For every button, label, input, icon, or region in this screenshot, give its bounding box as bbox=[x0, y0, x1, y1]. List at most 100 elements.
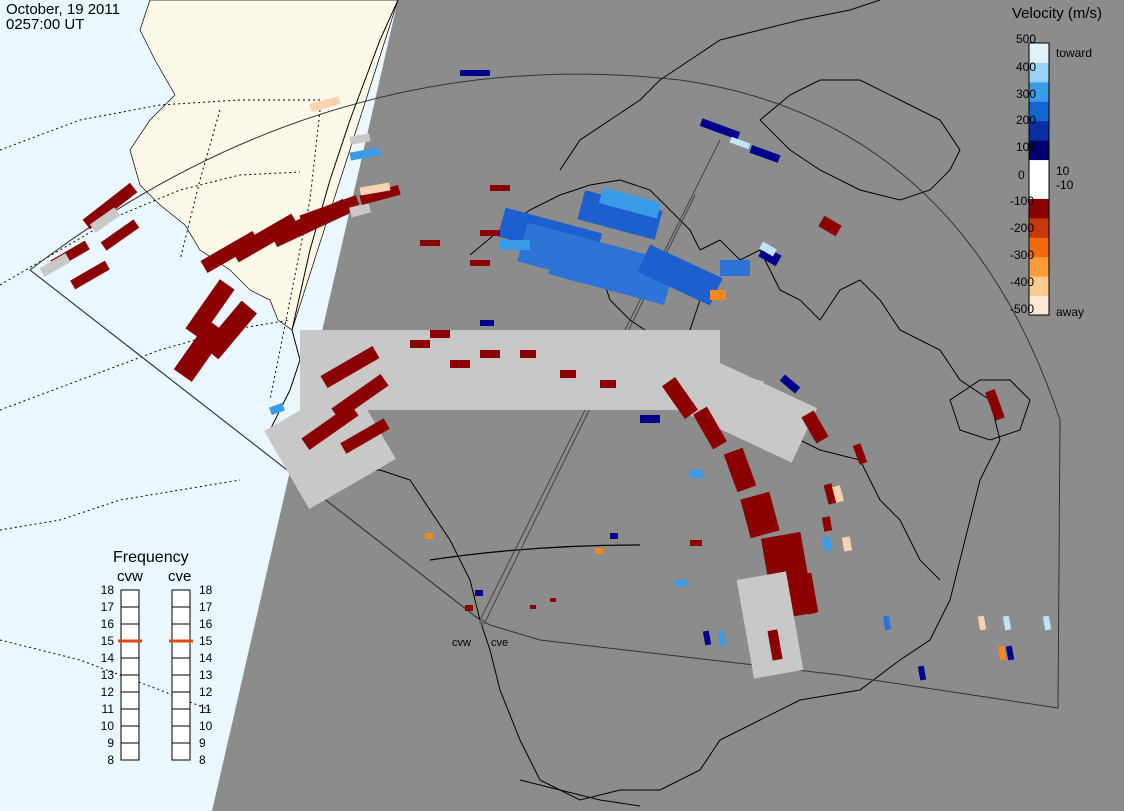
frequency-scale-label-left: 15 bbox=[100, 634, 114, 648]
coastline bbox=[559, 0, 881, 171]
colorbar-segment bbox=[1029, 43, 1049, 63]
frequency-scale-label-right: 9 bbox=[199, 736, 206, 750]
range-cell bbox=[475, 590, 483, 596]
range-cell bbox=[740, 491, 780, 539]
colorbar-segment bbox=[1029, 295, 1049, 316]
range-cell bbox=[852, 443, 868, 465]
graticule-line bbox=[0, 479, 241, 531]
range-cell bbox=[359, 182, 391, 196]
frequency-cell bbox=[171, 691, 191, 710]
range-cell bbox=[1005, 645, 1015, 661]
frequency-scale-label-left: 8 bbox=[107, 753, 114, 767]
range-cell bbox=[595, 548, 603, 554]
range-cell bbox=[70, 260, 110, 290]
range-cell bbox=[675, 580, 687, 586]
colorbar-segment bbox=[1029, 62, 1049, 83]
range-cell bbox=[693, 406, 727, 450]
range-cell bbox=[917, 665, 927, 681]
range-cell bbox=[821, 516, 833, 532]
graticule-line bbox=[0, 319, 291, 411]
frequency-scale-label-right: 10 bbox=[199, 719, 213, 733]
range-cell bbox=[818, 215, 842, 237]
frequency-scale-label-left: 13 bbox=[100, 668, 114, 682]
colorbar-tick-label: 200 bbox=[1016, 113, 1037, 127]
colorbar-tick-label: 10 bbox=[1056, 164, 1070, 178]
range-cell bbox=[548, 244, 672, 306]
frequency-cell bbox=[120, 589, 140, 608]
range-cell bbox=[530, 605, 536, 609]
frequency-cell bbox=[120, 606, 140, 625]
colorbar-segment bbox=[1029, 101, 1049, 122]
colorbar-segment bbox=[1029, 120, 1049, 141]
frequency-cell bbox=[171, 589, 191, 608]
colorbar-tick-label: -100 bbox=[1010, 194, 1035, 208]
range-cell bbox=[480, 320, 494, 326]
frequency-scale-label-left: 17 bbox=[100, 600, 114, 614]
daylit-land bbox=[129, 0, 399, 331]
range-cell bbox=[82, 182, 138, 230]
range-cell bbox=[480, 230, 500, 236]
frequency-cell bbox=[120, 742, 140, 761]
colorbar-frame bbox=[1028, 42, 1050, 316]
range-cell bbox=[490, 185, 510, 191]
range-cell bbox=[450, 360, 470, 368]
range-cell bbox=[1042, 615, 1052, 631]
colorbar-segment bbox=[1029, 179, 1049, 199]
frequency-scale-label-right: 18 bbox=[199, 583, 213, 597]
range-cell bbox=[661, 377, 699, 419]
range-cell bbox=[759, 241, 777, 257]
colorbar-segment bbox=[1029, 159, 1049, 180]
colorbar-segment bbox=[1029, 198, 1049, 219]
range-cell bbox=[1002, 615, 1012, 631]
range-cell bbox=[309, 96, 341, 112]
colorbar-tick-label: 500 bbox=[1016, 32, 1037, 46]
frequency-scale-label-right: 16 bbox=[199, 617, 213, 631]
range-cell bbox=[801, 410, 829, 444]
frequency-cell bbox=[120, 691, 140, 710]
range-cell bbox=[320, 345, 380, 389]
frequency-cell bbox=[171, 725, 191, 744]
range-cell bbox=[203, 300, 257, 360]
frequency-cell bbox=[120, 708, 140, 727]
frequency-scale-label-left: 10 bbox=[100, 719, 114, 733]
frequency-marker bbox=[118, 639, 142, 643]
date-label: October, 19 2011 bbox=[6, 1, 120, 18]
colorbar-tick-label: 100 bbox=[1016, 140, 1037, 154]
graticule-line bbox=[0, 99, 320, 151]
colorbar-segment bbox=[1029, 81, 1049, 102]
coastline bbox=[759, 79, 961, 201]
colorbar-segment bbox=[1029, 256, 1049, 277]
range-cell bbox=[465, 605, 473, 611]
range-cell bbox=[779, 374, 801, 394]
frequency-cell bbox=[120, 725, 140, 744]
range-cell bbox=[264, 381, 396, 509]
range-cell bbox=[690, 540, 702, 546]
range-cell bbox=[460, 70, 490, 76]
frequency-cell bbox=[120, 640, 140, 659]
frequency-cell bbox=[171, 640, 191, 659]
range-cell bbox=[723, 447, 757, 493]
radar-name-cvw: cvw bbox=[117, 568, 143, 585]
range-cell bbox=[736, 571, 804, 679]
range-cell bbox=[637, 244, 723, 306]
frequency-scale-label-left: 12 bbox=[100, 685, 114, 699]
colorbar-tick-label: 0 bbox=[1018, 168, 1025, 182]
range-cell bbox=[299, 195, 361, 229]
range-cell bbox=[577, 190, 663, 240]
range-cell bbox=[749, 145, 781, 163]
frequency-cell bbox=[171, 742, 191, 761]
range-cell bbox=[841, 536, 853, 552]
colorbar-segment bbox=[1029, 237, 1049, 258]
range-cell bbox=[230, 213, 300, 263]
coastline bbox=[519, 779, 641, 807]
range-cell bbox=[340, 418, 390, 454]
frequency-scale-label-right: 8 bbox=[199, 753, 206, 767]
colorbar-tick-label: -200 bbox=[1010, 221, 1035, 235]
frequency-scale-label-left: 11 bbox=[101, 702, 114, 716]
range-cell bbox=[699, 118, 741, 140]
range-cell bbox=[269, 402, 285, 416]
range-cell bbox=[349, 133, 371, 145]
graticule-line bbox=[269, 109, 321, 401]
range-cell bbox=[804, 593, 816, 615]
colorbar-tick-label: -400 bbox=[1010, 275, 1035, 289]
